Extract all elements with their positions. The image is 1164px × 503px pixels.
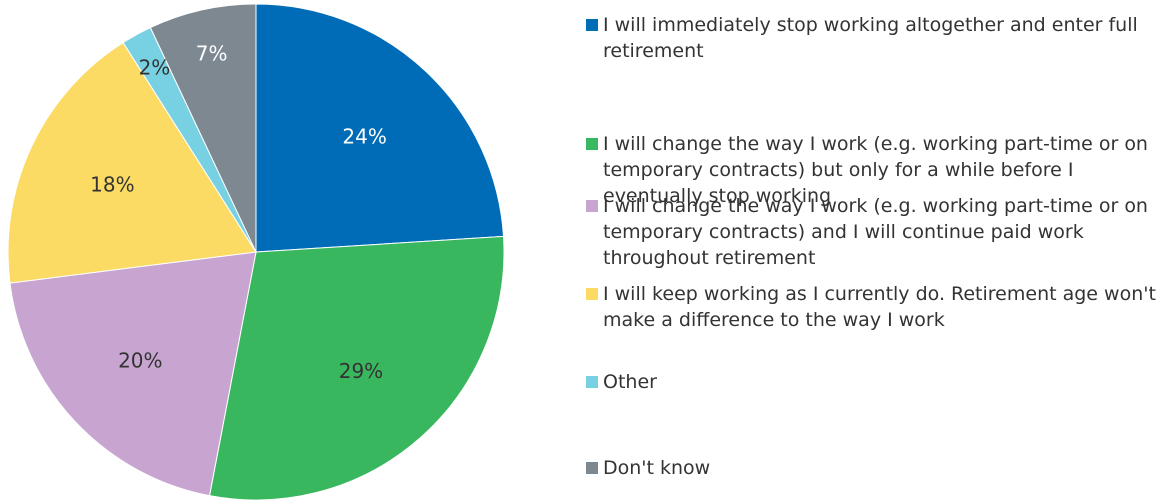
legend-swatch — [586, 376, 598, 388]
legend-swatch — [586, 288, 598, 300]
legend-swatch — [586, 462, 598, 474]
legend-swatch — [586, 19, 598, 31]
legend: I will immediately stop working altogeth… — [586, 0, 1161, 503]
legend-item-other: Other — [586, 369, 1161, 395]
pie-slice — [9, 251, 257, 497]
legend-label: Other — [603, 371, 657, 393]
legend-item-stop-working: I will immediately stop working altogeth… — [586, 12, 1161, 64]
slice-label: 20% — [118, 349, 162, 373]
legend-item-change-continue: I will change the way I work (e.g. worki… — [586, 193, 1161, 271]
pie-slice — [7, 41, 257, 284]
legend-label: Don't know — [603, 457, 711, 479]
slice-label: 29% — [339, 359, 383, 383]
pie-slice — [149, 3, 257, 253]
pie-chart: 24% 29% 20% 18% 2% 7% — [7, 3, 505, 501]
slice-label: 2% — [139, 55, 171, 79]
legend-label: I will change the way I work (e.g. worki… — [603, 195, 1148, 269]
slice-label: 7% — [196, 42, 228, 66]
legend-swatch — [586, 200, 598, 212]
legend-label: I will keep working as I currently do. R… — [603, 283, 1156, 331]
legend-swatch — [586, 138, 598, 150]
legend-label: I will immediately stop working altogeth… — [603, 14, 1138, 62]
legend-item-keep-working: I will keep working as I currently do. R… — [586, 281, 1161, 333]
pie-slice — [208, 235, 505, 501]
slice-label: 18% — [90, 172, 134, 196]
pie-slice — [255, 3, 505, 253]
legend-label: I will change the way I work (e.g. worki… — [603, 133, 1148, 207]
slice-label: 24% — [342, 124, 386, 148]
legend-item-change-temporarily: I will change the way I work (e.g. worki… — [586, 131, 1161, 209]
legend-item-dont-know: Don't know — [586, 455, 1161, 481]
